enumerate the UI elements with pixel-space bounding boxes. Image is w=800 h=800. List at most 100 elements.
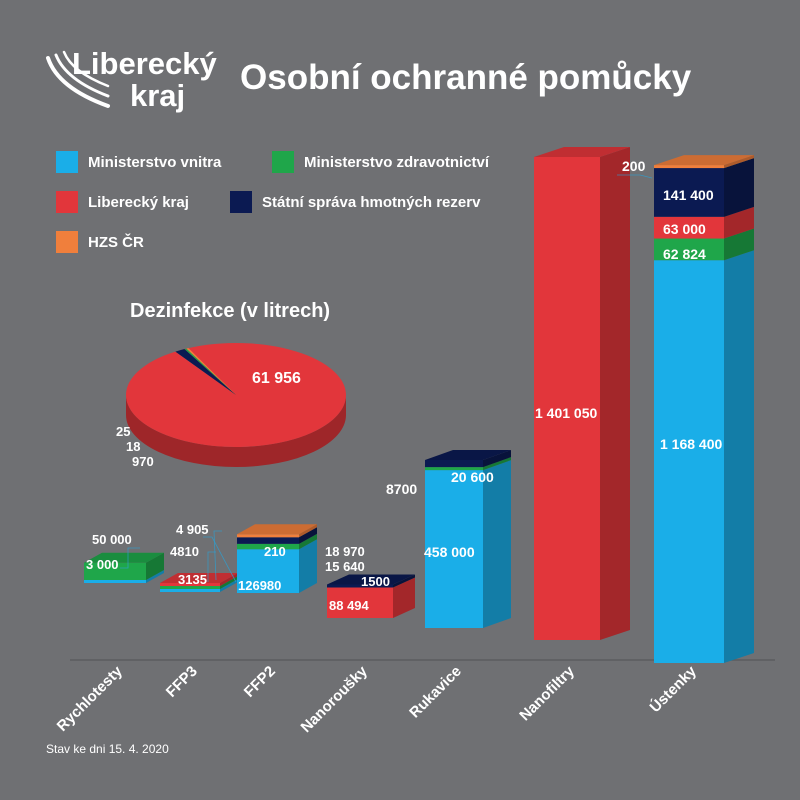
bar-segment <box>237 534 299 538</box>
bar-segment <box>534 156 600 640</box>
bar-segment <box>654 165 724 169</box>
bar-segment-side <box>146 552 164 580</box>
footer-date: Stav ke dni 15. 4. 2020 <box>46 742 169 756</box>
bar-segment <box>327 584 393 588</box>
pie-slice <box>186 348 236 395</box>
bar-segment-side <box>724 155 754 169</box>
data-label: 458 000 <box>424 544 475 560</box>
data-label: 200 <box>622 158 646 174</box>
data-label: 141 400 <box>663 187 714 203</box>
page-title: Osobní ochranné pomůcky <box>240 58 692 97</box>
leader-line <box>207 551 216 582</box>
pie-label: 18 <box>126 439 140 454</box>
data-label: 3 000 <box>86 557 119 572</box>
bar-segment <box>160 589 220 592</box>
bar-segment-side <box>393 577 415 618</box>
legend-item-ministerstvo-vnitra: Ministerstvo vnitra <box>56 150 221 174</box>
bar-segment <box>654 168 724 217</box>
bar-segment <box>327 587 393 618</box>
legend-label: Ministerstvo zdravotnictví <box>304 153 490 171</box>
bar-segment-side <box>724 228 754 261</box>
legend-swatch <box>56 191 78 213</box>
bar-segment-side <box>220 573 238 586</box>
bar-rychlotesty <box>84 552 164 583</box>
data-label: 8700 <box>386 481 417 497</box>
pie-slice <box>184 348 236 395</box>
legend-label: Liberecký kraj <box>88 193 189 211</box>
bar-segment-side <box>299 533 317 550</box>
bar-ffp2 <box>237 524 317 593</box>
bar-ffp3 <box>160 573 238 592</box>
bar-ústenky <box>654 155 754 663</box>
bar-segment <box>237 549 299 593</box>
bar-segment-side <box>299 527 317 544</box>
data-label: 20 600 <box>451 469 494 485</box>
bar-segment-side <box>146 570 164 583</box>
legend-item-ministerstvo-zdravotnictvi: Ministerstvo zdravotnictví <box>272 150 489 174</box>
legend-swatch <box>56 231 78 253</box>
bar-segment <box>160 583 220 586</box>
data-label: 4 905 <box>176 522 209 537</box>
bar-segment-side <box>299 524 317 538</box>
bar-segment <box>654 238 724 261</box>
tick-label: Rukavice <box>406 663 465 722</box>
data-label: 62 824 <box>663 246 706 262</box>
data-label: 1500 <box>361 574 390 589</box>
pie-slice <box>175 349 236 395</box>
tick-label: Rychlotesty <box>54 662 127 735</box>
data-label: 50 000 <box>92 532 132 547</box>
bar-segment <box>237 543 299 550</box>
legend-swatch <box>56 151 78 173</box>
pie-side <box>126 395 346 467</box>
tick-label: Nanofiltry <box>516 662 578 724</box>
leader-line <box>203 536 237 583</box>
bar-segment-side <box>220 579 238 592</box>
bar-top <box>237 524 317 535</box>
data-label: 63 000 <box>663 221 706 237</box>
data-label: 3135 <box>178 572 207 587</box>
bar-segment-side <box>483 450 511 468</box>
bar-segment <box>425 467 483 471</box>
bar-segment-side <box>483 457 511 471</box>
pie-label: 25 <box>116 424 130 439</box>
leader-line <box>213 530 222 581</box>
legend-label: HZS ČR <box>88 233 144 251</box>
tick-label: Nanoroušky <box>297 662 371 736</box>
bar-segment-side <box>724 250 754 663</box>
bar-segment <box>160 586 220 589</box>
pie-label: 61 956 <box>252 370 301 387</box>
bar-segment <box>237 537 299 544</box>
bar-nanofiltry <box>534 146 630 640</box>
bar-top <box>654 155 754 166</box>
bar-top <box>425 450 511 461</box>
bar-nanoroušky <box>327 574 415 618</box>
tick-label: FFP2 <box>241 663 279 701</box>
data-label: 126980 <box>238 578 281 593</box>
leader-line <box>120 547 140 569</box>
bar-segment-side <box>393 574 415 588</box>
pie-title: Dezinfekce (v litrech) <box>130 300 331 322</box>
legend-swatch <box>230 191 252 213</box>
logo-line2: kraj <box>130 78 186 113</box>
data-label: 4810 <box>170 544 199 559</box>
legend-label: Státní správa hmotných rezerv <box>262 193 481 211</box>
legend-item-statni-sprava: Státní správa hmotných rezerv <box>230 190 480 214</box>
bar-top <box>534 146 630 157</box>
data-label: 18 970 <box>325 544 365 559</box>
leader-line <box>617 174 653 179</box>
data-label: 1 168 400 <box>660 436 722 452</box>
bar-segment <box>84 580 146 583</box>
bar-segment <box>84 562 146 580</box>
logo-line1: Liberecký <box>72 46 217 81</box>
bar-segment <box>425 460 483 468</box>
bar-segment <box>654 260 724 663</box>
legend-swatch <box>272 151 294 173</box>
data-label: 15 640 <box>325 559 365 574</box>
tick-label: Ústenky <box>646 662 700 716</box>
bar-segment-side <box>220 576 238 589</box>
bar-segment-side <box>600 146 630 640</box>
data-label: 1 401 050 <box>535 405 597 421</box>
bar-rukavice <box>425 450 511 628</box>
bar-segment-side <box>724 206 754 239</box>
